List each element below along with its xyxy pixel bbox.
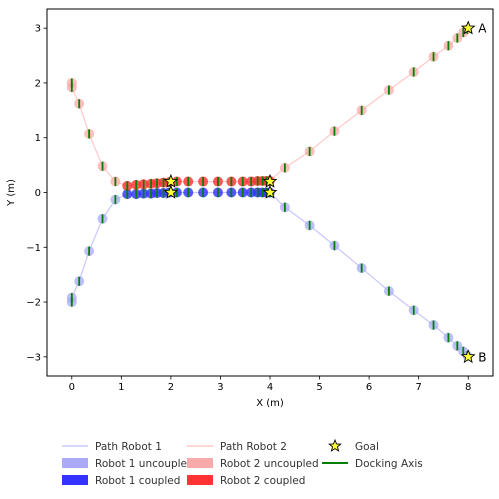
x-tick-label: 8 — [465, 382, 471, 393]
legend-patch-swatch — [62, 475, 88, 485]
legend-item: Path Robot 1 — [62, 441, 162, 453]
x-tick-label: 5 — [316, 382, 322, 393]
legend-item: Robot 1 uncoupled — [62, 458, 194, 470]
point-label-a: A — [478, 22, 487, 36]
x-tick-label: 1 — [118, 382, 124, 393]
legend-label: Path Robot 1 — [95, 441, 162, 453]
x-tick-label: 2 — [168, 382, 174, 393]
goal-star — [163, 184, 179, 199]
legend-label: Robot 1 coupled — [95, 475, 180, 487]
legend-label: Robot 2 coupled — [220, 475, 305, 487]
point-annotations: AB — [478, 22, 487, 365]
legend-item: Path Robot 2 — [187, 441, 287, 453]
docking-axis-markers — [70, 24, 469, 361]
legend-label: Path Robot 2 — [220, 441, 287, 453]
y-tick-label: −3 — [26, 352, 41, 363]
legend-item: Robot 2 uncoupled — [187, 458, 319, 470]
x-tick-label: 3 — [217, 382, 223, 393]
path-robot-2-line — [71, 28, 468, 187]
goal-star — [262, 184, 278, 199]
x-axis-label: X (m) — [256, 398, 284, 409]
legend-patch-swatch — [187, 458, 213, 468]
legend-label: Docking Axis — [355, 458, 423, 470]
goal-markers — [163, 20, 476, 364]
path-robot-1-line — [71, 191, 468, 357]
y-axis-ticks: −3 −2 −1 0 1 2 3 — [26, 24, 47, 363]
goal-star — [460, 20, 476, 35]
legend-label: Robot 2 uncoupled — [220, 458, 319, 470]
legend-item: Robot 1 coupled — [62, 475, 180, 487]
legend-patch-swatch — [62, 458, 88, 468]
x-tick-label: 6 — [366, 382, 372, 393]
y-tick-label: 3 — [35, 24, 41, 35]
x-tick-label: 4 — [267, 382, 273, 393]
x-axis-ticks: 0 1 2 3 4 5 6 7 8 — [69, 376, 471, 393]
legend-star-swatch — [328, 438, 342, 452]
legend-label: Goal — [355, 441, 379, 453]
y-axis-label: Y (m) — [6, 179, 17, 207]
y-tick-label: 0 — [35, 188, 41, 199]
x-tick-label: 0 — [69, 382, 75, 393]
goal-star — [460, 349, 476, 364]
y-tick-label: −1 — [26, 243, 41, 254]
y-tick-label: −2 — [26, 298, 41, 309]
legend-item: Goal — [328, 438, 379, 453]
legend: Path Robot 1 Robot 1 uncoupled Robot 1 cou… — [62, 438, 423, 487]
goal-star — [262, 173, 278, 188]
legend-patch-swatch — [187, 475, 213, 485]
legend-item: Docking Axis — [322, 458, 423, 470]
legend-item: Robot 2 coupled — [187, 475, 305, 487]
legend-label: Robot 1 uncoupled — [95, 458, 194, 470]
goal-star — [163, 173, 179, 188]
y-tick-label: 2 — [35, 78, 41, 89]
x-tick-label: 7 — [415, 382, 421, 393]
point-label-b: B — [478, 350, 486, 364]
y-tick-label: 1 — [35, 133, 41, 144]
